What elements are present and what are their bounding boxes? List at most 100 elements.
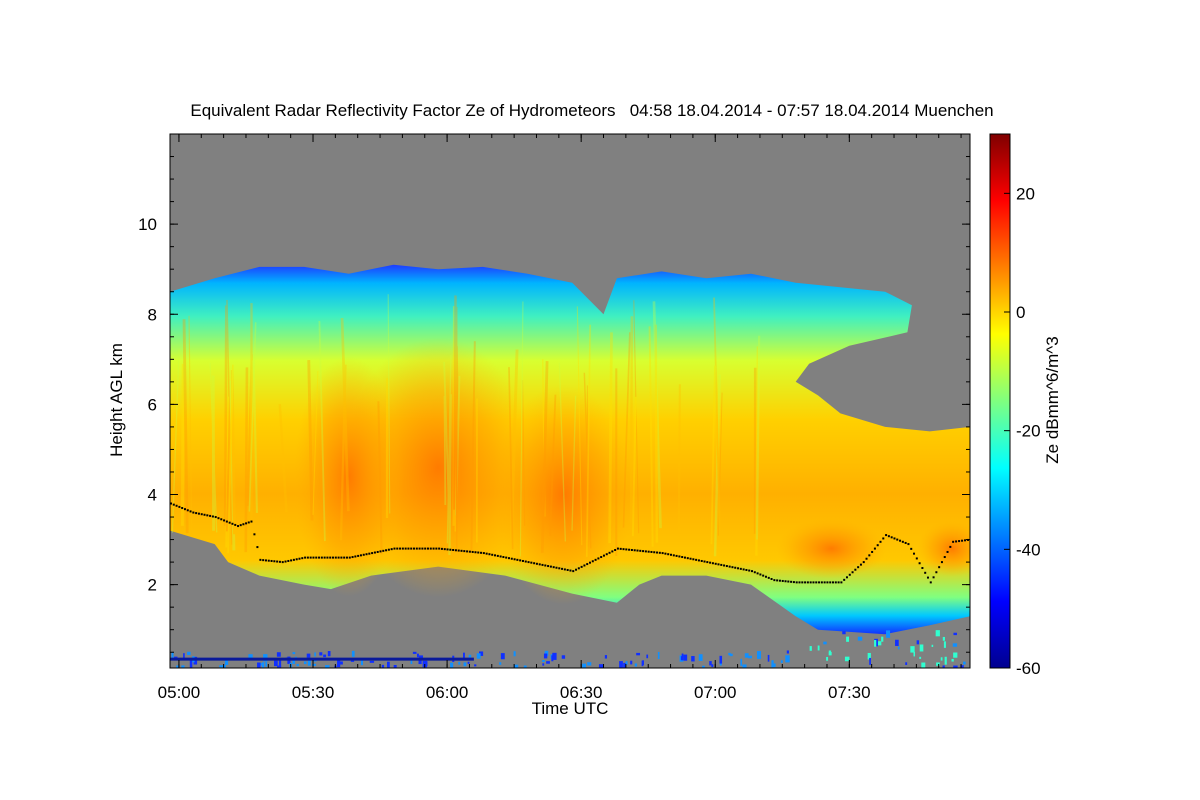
- melting-layer-dot: [602, 554, 605, 557]
- melting-layer-dot: [588, 561, 591, 564]
- fall-streak: [509, 349, 519, 549]
- melting-layer-dot: [812, 581, 815, 584]
- melting-layer-dot: [943, 556, 946, 559]
- colorbar-tick-label: 0: [1016, 303, 1025, 322]
- fall-streak: [608, 332, 613, 544]
- fall-streak: [252, 360, 258, 513]
- x-tick-label: 06:30: [560, 683, 603, 702]
- melting-layer-dot: [630, 548, 633, 551]
- ground-clutter-mark: [641, 660, 644, 667]
- melting-layer-dot: [605, 553, 608, 556]
- ground-clutter-mark: [171, 652, 174, 660]
- fall-streak: [622, 332, 631, 528]
- melting-layer-dot: [348, 556, 351, 559]
- y-tick-label: 2: [148, 576, 157, 595]
- melting-layer-dot: [823, 581, 826, 584]
- melting-layer-dot: [345, 556, 348, 559]
- fall-streak: [209, 362, 218, 533]
- melting-layer-dot: [762, 574, 765, 577]
- ground-clutter-mark: [619, 661, 623, 668]
- ground-clutter-mark: [886, 630, 891, 638]
- chart-title: Equivalent Radar Reflectivity Factor Ze …: [190, 101, 993, 120]
- melting-layer-dot: [879, 540, 882, 543]
- melting-layer-dot: [600, 556, 603, 559]
- melting-layer-dot: [737, 567, 740, 570]
- ground-clutter-mark: [919, 656, 922, 659]
- ground-clutter-mark: [630, 660, 633, 665]
- melting-layer-dot: [264, 559, 267, 562]
- melting-layer-dot: [778, 579, 781, 582]
- ground-clutter-mark: [474, 664, 477, 667]
- ground-clutter-mark: [273, 660, 278, 667]
- melting-layer-dot: [561, 567, 564, 570]
- melting-layer-dot: [650, 550, 653, 553]
- melting-layer-dot: [591, 560, 594, 563]
- melting-layer-dot: [901, 540, 904, 543]
- ground-clutter-mark: [842, 631, 846, 635]
- melting-layer-dot: [217, 517, 220, 520]
- melting-layer-dot: [717, 563, 720, 566]
- ground-clutter-mark: [323, 654, 327, 658]
- fall-streak: [648, 326, 654, 547]
- melting-layer-dot: [340, 556, 343, 559]
- melting-layer-dot: [281, 561, 284, 564]
- melting-layer-dot: [714, 562, 717, 565]
- melting-layer-dot: [410, 547, 413, 550]
- melting-layer-dot: [896, 538, 899, 541]
- melting-layer-dot: [834, 581, 837, 584]
- melting-layer-dot: [306, 556, 309, 559]
- melting-layer-dot: [642, 550, 645, 553]
- melting-layer-dot: [267, 559, 270, 562]
- melting-layer-dot: [284, 560, 287, 563]
- melting-layer-dot: [798, 581, 801, 584]
- ground-clutter-mark: [467, 661, 470, 664]
- melting-layer-dot: [918, 562, 921, 565]
- colorbar: -60 -40 -20 0 20 Ze dBmm^6/m^3: [989, 133, 1062, 678]
- ground-clutter-mark: [857, 636, 863, 641]
- fall-streak: [677, 384, 681, 539]
- melting-layer-dot: [859, 563, 862, 566]
- fall-streak: [446, 354, 452, 544]
- melting-layer-dot: [753, 571, 756, 574]
- melting-layer-dot: [672, 554, 675, 557]
- melting-layer-dot: [809, 581, 812, 584]
- melting-layer-dot: [449, 548, 452, 551]
- ground-clutter-mark: [325, 665, 330, 668]
- melting-layer-dot: [485, 552, 488, 555]
- ground-clutter-mark: [296, 663, 299, 667]
- ground-clutter-mark: [702, 665, 705, 668]
- melting-layer-dot: [751, 570, 754, 573]
- ground-clutter-mark: [951, 658, 954, 662]
- x-axis: 05:00 05:30 06:00 06:30 07:00 07:30: [158, 134, 962, 702]
- fall-streak: [629, 316, 634, 531]
- ground-clutter-mark: [683, 654, 688, 661]
- melting-layer-dot: [678, 555, 681, 558]
- melting-layer-dot: [491, 553, 494, 556]
- melting-layer-dot: [209, 514, 212, 517]
- ground-clutter-mark: [312, 663, 317, 666]
- melting-layer-dot: [580, 565, 583, 568]
- ground-clutter-mark: [634, 663, 638, 667]
- melting-layer-dot: [759, 573, 762, 576]
- melting-layer-dot: [290, 559, 293, 562]
- melting-layer-dot: [192, 511, 195, 514]
- ground-clutter-mark: [292, 652, 296, 655]
- melting-layer-dot: [658, 551, 661, 554]
- ground-clutter-mark: [463, 662, 467, 667]
- melting-layer-dot: [958, 540, 961, 543]
- ground-clutter-mark: [303, 661, 307, 665]
- plot-area: [169, 133, 971, 669]
- melting-layer-dot: [792, 581, 795, 584]
- ground-clutter-mark: [189, 660, 193, 668]
- melting-layer-dot: [278, 560, 281, 563]
- ground-clutter-mark: [828, 651, 832, 656]
- ground-clutter-mark: [307, 658, 311, 666]
- x-tick-label: 07:30: [828, 683, 871, 702]
- melting-layer-dot: [667, 553, 670, 556]
- melting-layer-dot: [949, 545, 952, 548]
- ground-clutter-mark: [943, 641, 946, 648]
- melting-layer-dot: [876, 544, 879, 547]
- ground-clutter-mark: [709, 661, 712, 666]
- melting-layer-dot: [474, 551, 477, 554]
- melting-layer-dot: [756, 572, 759, 575]
